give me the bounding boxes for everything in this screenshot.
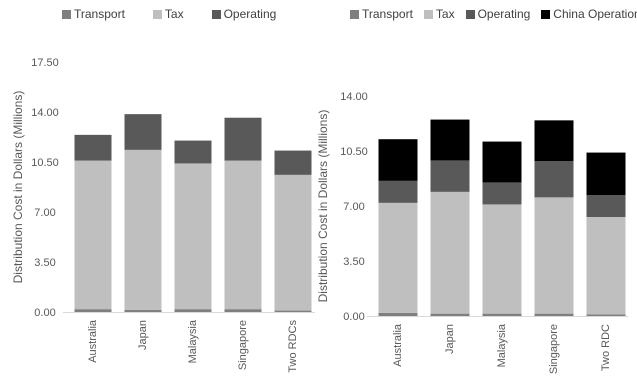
bar-operating [124, 114, 162, 150]
bar-operating [174, 140, 212, 164]
bar-china-operation [430, 119, 470, 161]
bar-tax [174, 163, 212, 310]
bar-transport [534, 313, 574, 316]
x-tick-label: Japan [137, 320, 149, 350]
x-tick-label: Two RDC [600, 324, 612, 371]
bar-operating [586, 195, 626, 217]
bar-china-operation [378, 139, 418, 181]
legend-label: China Operation [553, 7, 637, 21]
y-tick-label: 3.50 [343, 256, 364, 268]
legend-item-tax: Tax [152, 7, 184, 21]
legend-swatch [541, 9, 551, 19]
bar-tax [124, 149, 162, 310]
x-tick-label: Australia [392, 323, 404, 367]
bar-tax [224, 160, 262, 310]
y-tick-label: 14.00 [340, 91, 368, 103]
bar-operating [482, 182, 522, 205]
bar-china-operation [586, 152, 626, 195]
bar-tax [482, 204, 522, 314]
legend-label: Transport [74, 7, 125, 21]
bar-tax [534, 197, 574, 314]
chart-right: 0.00 3.50 7.00 10.50 14.00 Distribution Cost … [316, 91, 628, 374]
legend-item-transport: Transport [350, 7, 413, 21]
x-tick-label: Japan [444, 324, 456, 354]
bar-transport [74, 309, 112, 312]
legend-swatch [465, 9, 475, 19]
bar-transport [224, 309, 262, 312]
y-tick-label: 14.00 [31, 107, 59, 119]
chart-left: 0.00 3.50 7.00 10.50 14.00 17.50 Distribution … [11, 57, 315, 373]
bar-transport [586, 314, 626, 316]
x-tick-label: Singapore [237, 320, 249, 370]
bar-transport [378, 312, 418, 316]
bar-tax [274, 174, 312, 311]
y-tick-label: 3.50 [34, 257, 55, 269]
bar-operating [430, 160, 470, 192]
legend-swatch [423, 9, 433, 19]
legend-swatch [350, 9, 359, 19]
legend-left: Transport Tax Operating [62, 6, 294, 22]
x-tick-label: Malaysia [187, 319, 199, 363]
bar-tax [430, 191, 470, 314]
y-tick-label: 7.00 [34, 207, 55, 219]
y-axis-label: Distribution Cost in Dollars (Millions) [11, 91, 25, 284]
legend-item-tax: Tax [423, 7, 455, 21]
legend-label: Transport [362, 7, 413, 21]
bar-transport [174, 309, 212, 312]
bar-china-operation [482, 141, 522, 183]
x-tick-label: Two RDCs [287, 320, 299, 373]
y-tick-label: 10.50 [340, 146, 368, 158]
x-tick-label: Singapore [548, 324, 560, 374]
bar-transport [274, 310, 312, 312]
y-axis-label: Distribution Cost in Dollars (Millions) [316, 110, 330, 303]
bar-transport [124, 309, 162, 312]
y-tick-label: 7.00 [343, 201, 364, 213]
legend-item-china-operation: China Operation [541, 7, 637, 21]
legend-item-operating: Operating [211, 7, 277, 21]
bar-tax [74, 160, 112, 310]
y-tick-label: 0.00 [343, 311, 364, 323]
legend-right: Transport Tax Operating China Operation [350, 6, 637, 22]
bar-tax [586, 217, 626, 315]
legend-swatch [62, 9, 71, 19]
y-tick-label: 10.50 [31, 157, 59, 169]
bar-tax [378, 202, 418, 313]
legend-label: Operating [223, 7, 277, 21]
legend-label: Operating [477, 7, 531, 21]
x-tick-label: Malaysia [496, 323, 508, 367]
legend-item-operating: Operating [465, 7, 531, 21]
y-tick-label: 17.50 [31, 57, 59, 69]
legend-label: Tax [435, 7, 455, 21]
bar-operating [274, 150, 312, 175]
y-tick-label: 0.00 [34, 307, 55, 319]
legend-label: Tax [164, 7, 184, 21]
x-tick-label: Australia [87, 319, 99, 363]
bar-transport [482, 313, 522, 316]
bar-china-operation [534, 120, 574, 162]
bar-operating [74, 134, 112, 161]
bar-operating [378, 180, 418, 203]
legend-swatch [211, 9, 221, 19]
bar-operating [534, 161, 574, 198]
legend-swatch [152, 9, 162, 19]
bar-transport [430, 313, 470, 316]
bar-operating [224, 117, 262, 161]
legend-item-transport: Transport [62, 7, 125, 21]
